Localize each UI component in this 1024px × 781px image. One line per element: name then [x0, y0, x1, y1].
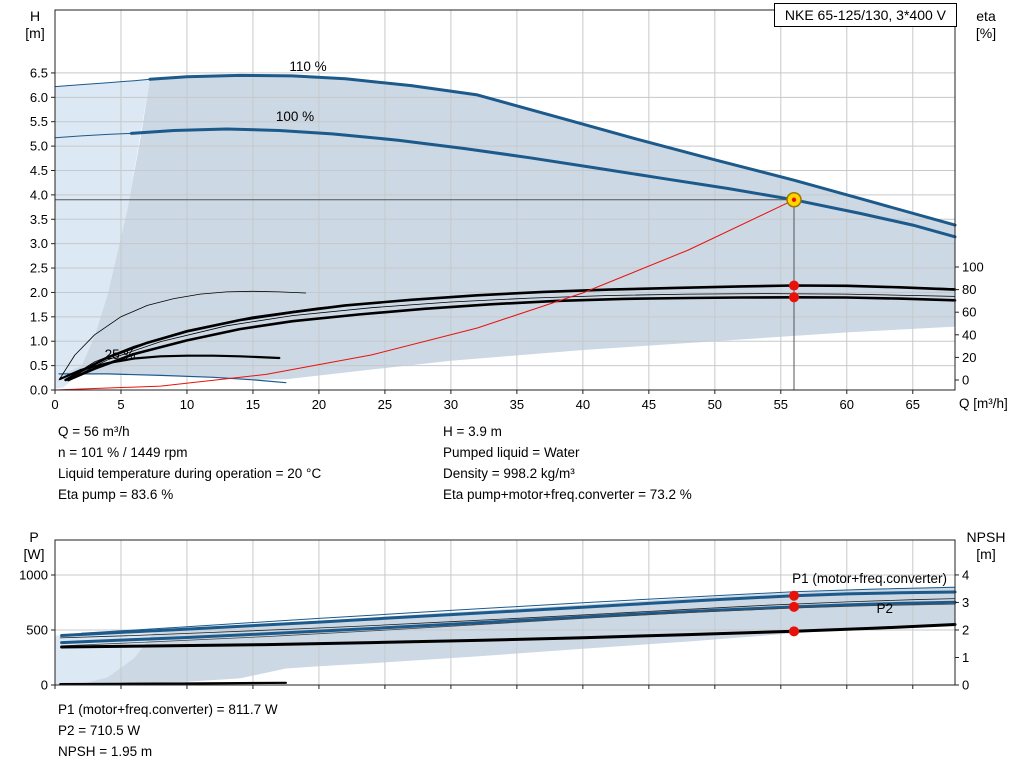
svg-text:0: 0: [962, 678, 969, 693]
svg-text:50: 50: [708, 397, 722, 412]
svg-text:3.5: 3.5: [30, 212, 48, 227]
svg-text:P1 (motor+freq.converter): P1 (motor+freq.converter): [792, 571, 947, 586]
svg-text:[%]: [%]: [976, 25, 996, 41]
svg-text:45: 45: [642, 397, 656, 412]
info-density: Density = 998.2 kg/m³: [443, 466, 575, 481]
svg-text:10: 10: [180, 397, 194, 412]
svg-text:30: 30: [444, 397, 458, 412]
info-flow: Q = 56 m³/h: [58, 424, 130, 439]
svg-text:60: 60: [840, 397, 854, 412]
svg-text:25 %: 25 %: [105, 347, 136, 362]
svg-text:5.0: 5.0: [30, 139, 48, 154]
svg-text:20: 20: [962, 350, 976, 365]
svg-text:20: 20: [312, 397, 326, 412]
info-head: H = 3.9 m: [443, 424, 502, 439]
pump-model-box: NKE 65-125/130, 3*400 V: [773, 3, 957, 27]
svg-text:500: 500: [26, 622, 48, 637]
pump-model-label: NKE 65-125/130, 3*400 V: [784, 7, 946, 23]
svg-text:NPSH: NPSH: [967, 529, 1006, 545]
svg-text:100: 100: [962, 260, 984, 275]
svg-text:2.5: 2.5: [30, 261, 48, 276]
svg-text:5: 5: [117, 397, 124, 412]
svg-text:P: P: [29, 529, 38, 545]
svg-text:0: 0: [962, 373, 969, 388]
svg-text:eta: eta: [976, 8, 996, 24]
svg-text:[m]: [m]: [976, 546, 995, 562]
svg-text:40: 40: [962, 327, 976, 342]
svg-text:[W]: [W]: [24, 546, 45, 562]
svg-text:1.5: 1.5: [30, 309, 48, 324]
svg-text:35: 35: [510, 397, 524, 412]
svg-text:[m]: [m]: [25, 25, 44, 41]
svg-text:4.5: 4.5: [30, 163, 48, 178]
info-npsh: NPSH = 1.95 m: [58, 744, 153, 759]
svg-text:Q [m³/h]: Q [m³/h]: [959, 396, 1008, 411]
svg-text:3: 3: [962, 595, 969, 610]
duty-point-info-right: H = 3.9 m Pumped liquid = Water Density …: [443, 421, 692, 505]
svg-text:15: 15: [246, 397, 260, 412]
svg-text:110 %: 110 %: [289, 59, 326, 74]
info-p2: P2 = 710.5 W: [58, 723, 141, 738]
svg-text:80: 80: [962, 282, 976, 297]
info-p1: P1 (motor+freq.converter) = 811.7 W: [58, 702, 278, 717]
svg-text:6.0: 6.0: [30, 90, 48, 105]
info-speed: n = 101 % / 1449 rpm: [58, 445, 188, 460]
svg-text:4: 4: [962, 567, 969, 582]
svg-text:60: 60: [962, 305, 976, 320]
info-eta-total: Eta pump+motor+freq.converter = 73.2 %: [443, 487, 692, 502]
svg-text:H: H: [30, 8, 40, 24]
svg-text:25: 25: [378, 397, 392, 412]
info-liquid-temp: Liquid temperature during operation = 20…: [58, 466, 322, 481]
svg-text:4.0: 4.0: [30, 187, 48, 202]
svg-text:3.0: 3.0: [30, 236, 48, 251]
svg-text:2: 2: [962, 622, 969, 637]
svg-text:0: 0: [51, 397, 58, 412]
svg-text:5.5: 5.5: [30, 114, 48, 129]
svg-text:6.5: 6.5: [30, 65, 48, 80]
svg-text:0: 0: [41, 678, 48, 693]
info-pumped-liquid: Pumped liquid = Water: [443, 445, 580, 460]
svg-text:1000: 1000: [19, 567, 48, 582]
svg-text:100 %: 100 %: [276, 109, 314, 124]
svg-text:P2: P2: [876, 601, 893, 616]
svg-text:0.0: 0.0: [30, 383, 48, 398]
svg-text:40: 40: [576, 397, 590, 412]
info-eta-pump: Eta pump = 83.6 %: [58, 487, 174, 502]
svg-text:2.0: 2.0: [30, 285, 48, 300]
svg-text:55: 55: [774, 397, 788, 412]
svg-text:1: 1: [962, 650, 969, 665]
svg-text:0.5: 0.5: [30, 358, 48, 373]
svg-text:1.0: 1.0: [30, 334, 48, 349]
duty-point-info-left: Q = 56 m³/h n = 101 % / 1449 rpm Liquid …: [58, 421, 321, 505]
svg-text:65: 65: [906, 397, 920, 412]
power-npsh-info: P1 (motor+freq.converter) = 811.7 W P2 =…: [58, 699, 278, 762]
